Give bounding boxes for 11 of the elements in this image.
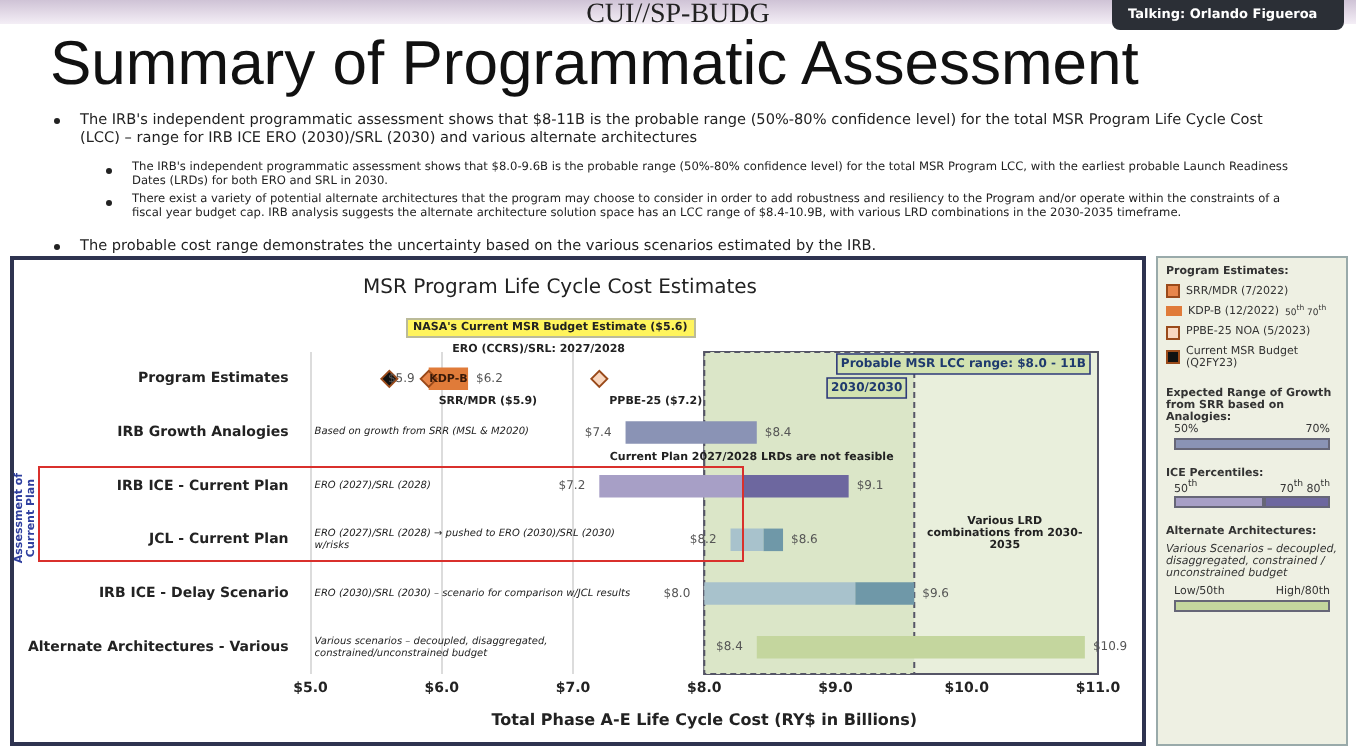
bar <box>599 474 744 498</box>
bar <box>756 635 1085 659</box>
x-axis-title: Total Phase A-E Life Cycle Cost (RY$ in Billions) <box>491 710 918 729</box>
bar <box>625 421 757 444</box>
text: CUI//SP-BUDG <box>586 0 770 30</box>
chart-subtitle: MSR Program Life Cycle Cost Estimates <box>363 277 757 300</box>
bar <box>743 474 849 498</box>
bar <box>763 528 784 552</box>
bar <box>855 582 915 605</box>
chart-title: Summary of Programmatic Assessment <box>50 28 1139 100</box>
bar <box>704 582 856 605</box>
